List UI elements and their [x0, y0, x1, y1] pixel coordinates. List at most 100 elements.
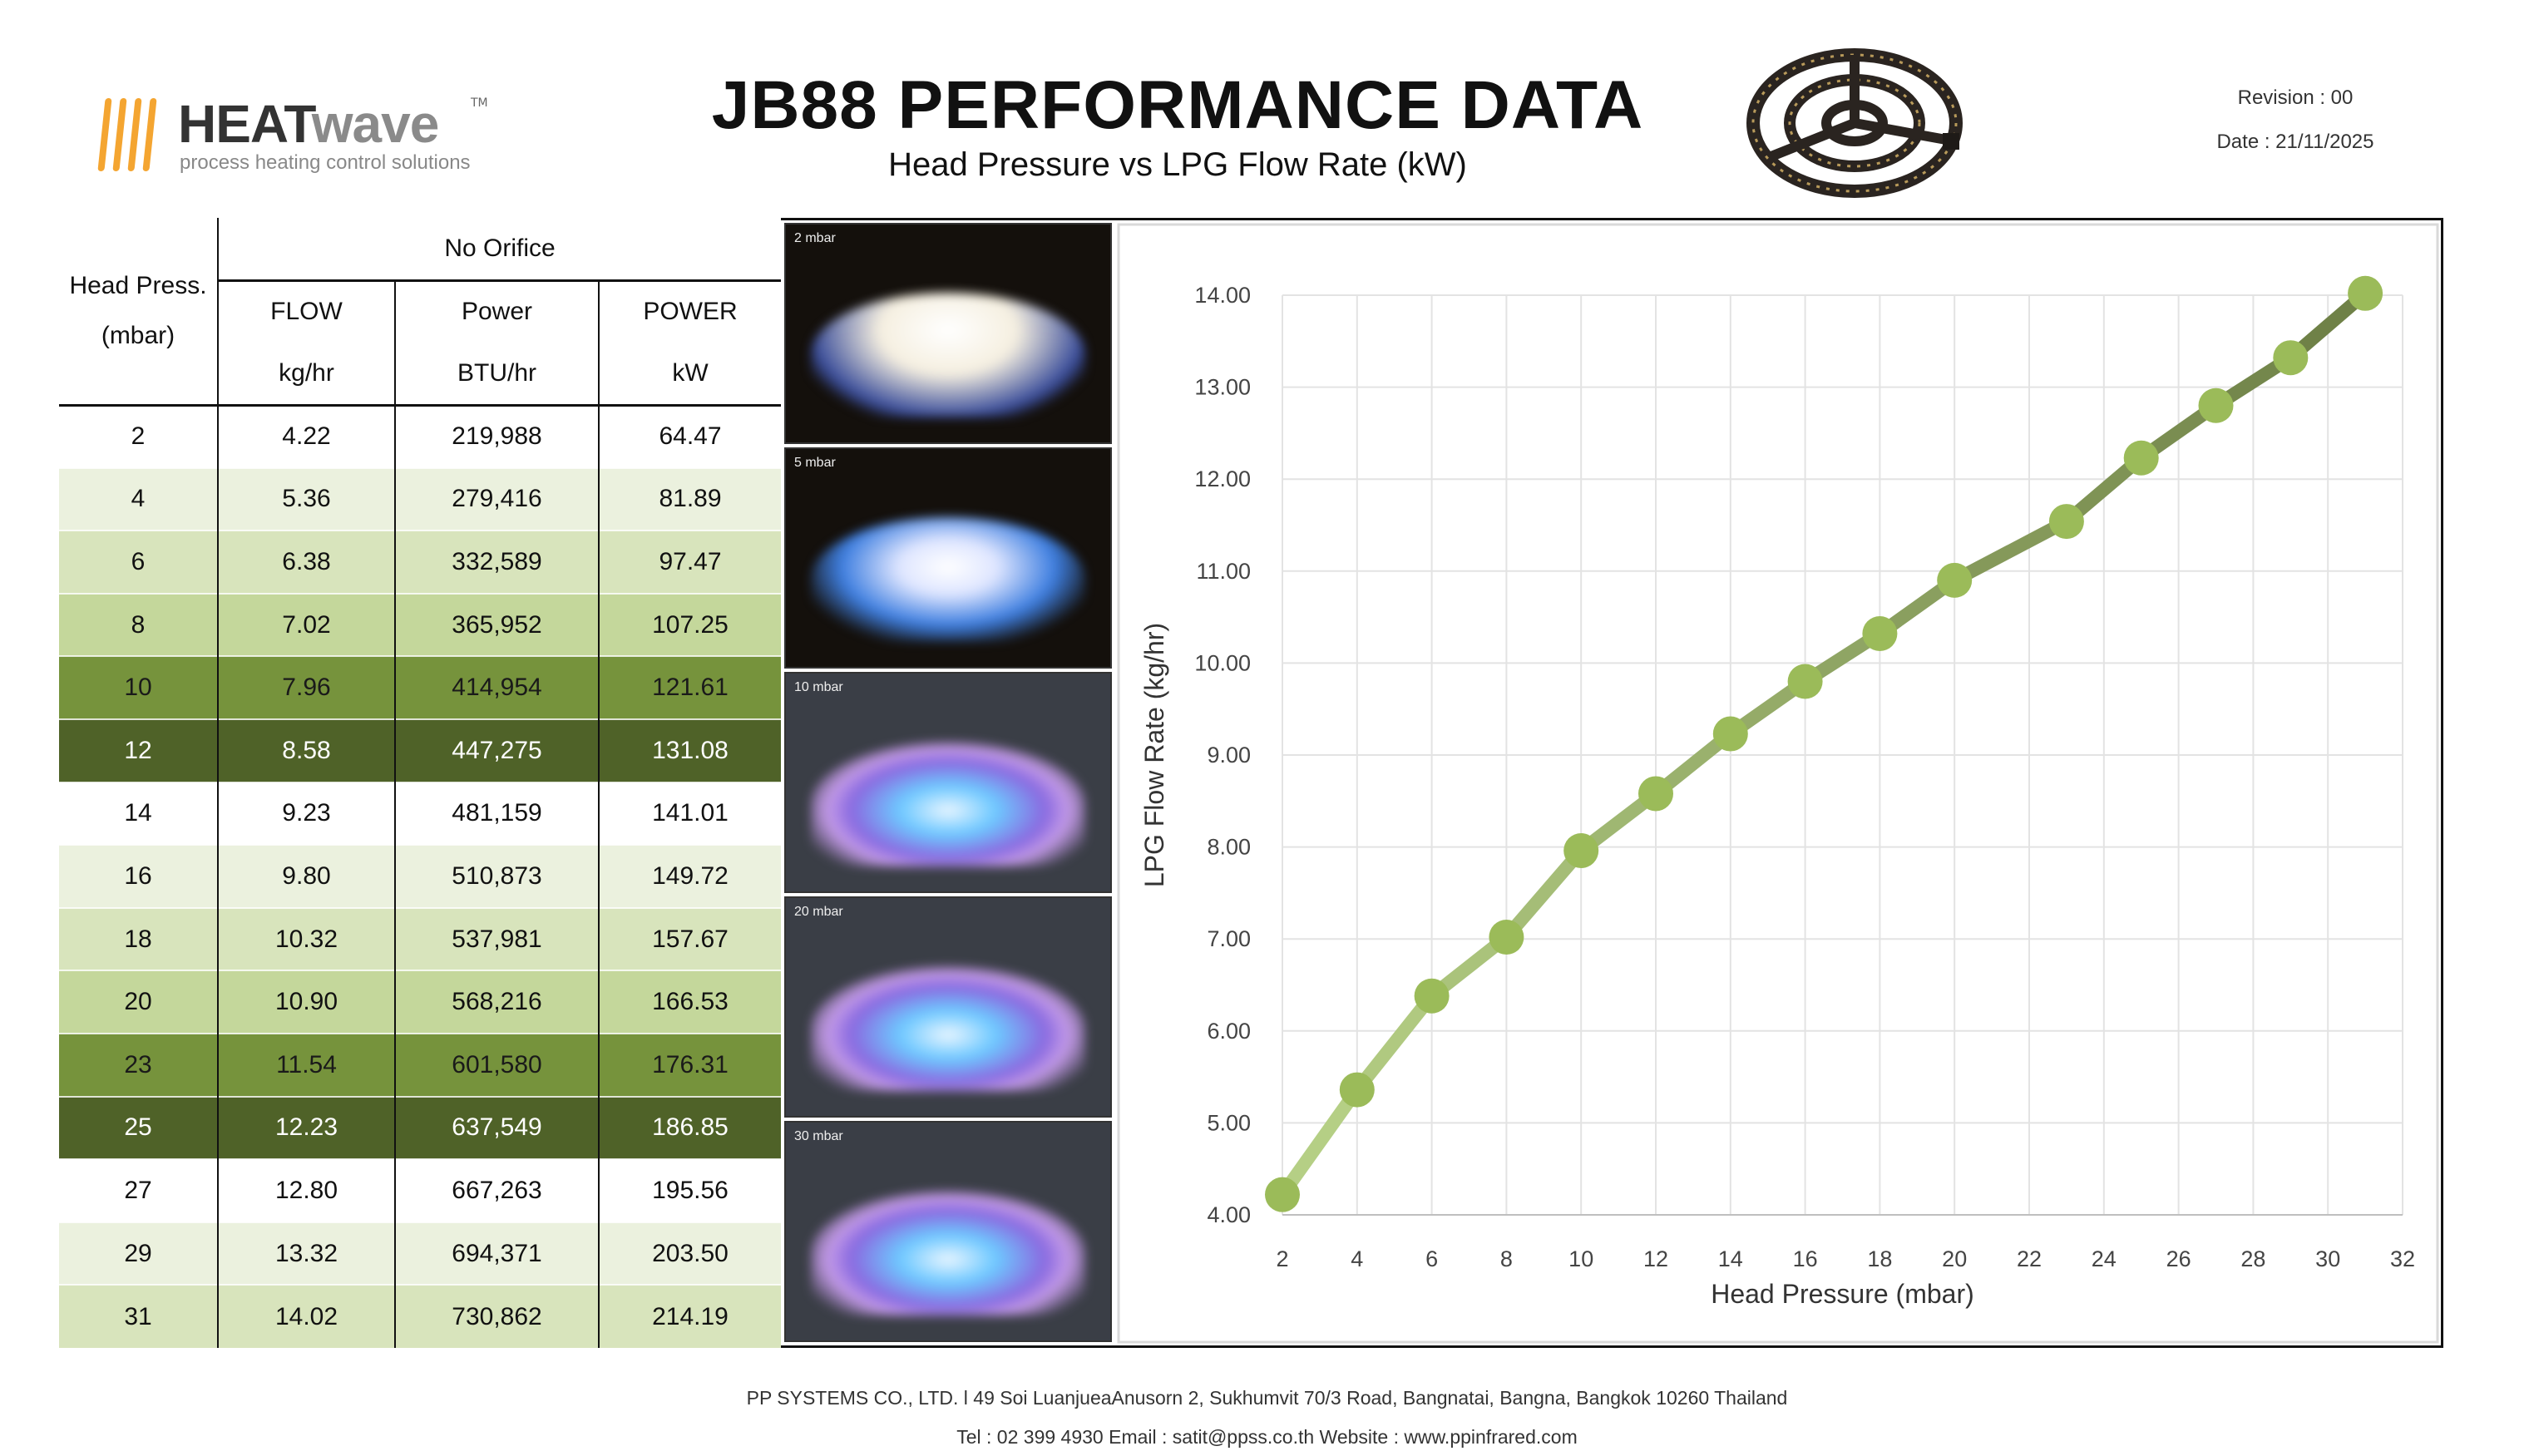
x-tick-label: 20 — [1942, 1246, 1967, 1271]
table-row: 31 14.02 730,862 214.19 — [59, 1284, 781, 1348]
power-kw-cell: 157.67 — [598, 906, 781, 971]
flame-photo-label: 20 mbar — [794, 905, 843, 919]
series-segment — [1499, 844, 1588, 944]
x-tick-label: 32 — [2390, 1246, 2415, 1271]
x-tick-label: 24 — [2092, 1246, 2117, 1271]
flow-cell: 10.90 — [217, 970, 395, 1034]
y-tick-label: 10.00 — [1194, 650, 1251, 675]
flow-chart: 4.00 5.00 6.00 7.00 8.00 9.00 10.00 11.00 12.00 1… — [1117, 223, 2439, 1344]
series-segment — [1350, 989, 1439, 1097]
y-tick-label: 13.00 — [1194, 375, 1251, 400]
power-btu-cell: 568,216 — [394, 970, 599, 1034]
y-tick-label: 9.00 — [1207, 743, 1251, 767]
page-title: JB88 PERFORMANCE DATA — [711, 67, 1644, 143]
x-tick-label: 14 — [1718, 1246, 1743, 1271]
flame-icon — [811, 517, 1085, 642]
data-point — [2348, 275, 2383, 311]
date: Date : 21/11/2025 — [2216, 131, 2374, 153]
x-tick-label: 28 — [2240, 1246, 2265, 1271]
head-pressure-cell: 4 — [59, 466, 218, 531]
power-kw-cell: 64.47 — [598, 405, 781, 468]
flame-photo: 30 mbar — [784, 1121, 1112, 1342]
x-tick-label: 22 — [2017, 1246, 2042, 1271]
data-point — [1265, 1177, 1300, 1212]
flow-cell: 10.32 — [217, 906, 395, 971]
y-tick-label: 8.00 — [1207, 835, 1251, 860]
head-pressure-cell: 12 — [59, 718, 218, 782]
heatwave-logo: HEATwave TM process heating control solu… — [97, 93, 514, 176]
burner-image — [1746, 48, 1963, 198]
data-point — [1712, 716, 1748, 752]
flow-header: FLOW — [217, 280, 395, 343]
power-btu-cell: 667,263 — [394, 1158, 599, 1222]
table-row: 25 12.23 637,549 186.85 — [59, 1095, 781, 1160]
head-pressure-cell: 25 — [59, 1095, 218, 1160]
flame-photo: 2 mbar — [784, 223, 1112, 444]
y-tick-label: 11.00 — [1196, 559, 1251, 584]
power-kw-cell: 176.31 — [598, 1032, 781, 1097]
logo-heat: HEAT — [178, 94, 313, 154]
table-row: 20 10.90 568,216 166.53 — [59, 970, 781, 1034]
flame-photo: 5 mbar — [784, 447, 1112, 669]
power-kw-cell: 166.53 — [598, 970, 781, 1034]
revision: Revision : 00 — [2237, 86, 2354, 109]
power-btu-unit: BTU/hr — [394, 343, 599, 405]
flow-cell: 5.36 — [217, 466, 395, 531]
data-point — [2273, 340, 2309, 376]
flame-photo-label: 10 mbar — [794, 680, 843, 694]
data-point — [1937, 562, 1973, 598]
flow-cell: 7.02 — [217, 592, 395, 657]
flow-cell: 12.23 — [217, 1095, 395, 1160]
page-subtitle: Head Pressure vs LPG Flow Rate (kW) — [888, 146, 1467, 183]
performance-table: Head Press. (mbar) No Orifice FLOW Power… — [59, 218, 781, 1348]
flow-cell: 13.32 — [217, 1221, 395, 1286]
flow-cell: 9.80 — [217, 844, 395, 908]
head-pressure-cell: 2 — [131, 422, 146, 451]
head-pressure-cell: 14 — [59, 781, 218, 846]
table-row: 27 12.80 667,263 195.56 — [59, 1158, 781, 1222]
table-row: 12 8.58 447,275 131.08 — [59, 718, 781, 782]
x-tick-label: 8 — [1500, 1246, 1513, 1271]
flame-photo-label: 2 mbar — [794, 231, 836, 245]
y-tick-label: 7.00 — [1207, 926, 1251, 951]
flow-cell: 6.38 — [217, 530, 395, 594]
y-tick-label: 6.00 — [1207, 1019, 1251, 1044]
data-point — [1489, 919, 1524, 955]
power-kw-header: POWER — [598, 280, 781, 343]
logo-tagline: process heating control solutions — [180, 151, 471, 174]
data-point — [2048, 504, 2084, 540]
data-point — [2123, 440, 2159, 476]
data-point — [2198, 387, 2234, 423]
y-tick-label: 4.00 — [1207, 1202, 1251, 1227]
head-pressure-cell: 18 — [59, 906, 218, 971]
power-btu-header: Power — [394, 280, 599, 343]
table-row: 16 9.80 510,873 149.72 — [59, 844, 781, 908]
power-btu-cell: 447,275 — [394, 718, 599, 782]
logo-trademark: TM — [471, 96, 488, 110]
head-pressure-cell: 31 — [59, 1284, 218, 1348]
head-pressure-cell: 8 — [59, 592, 218, 657]
data-point — [1787, 664, 1823, 699]
table-row: 18 10.32 537,981 157.67 — [59, 906, 781, 971]
y-tick-label: 5.00 — [1207, 1110, 1251, 1135]
y-tick-label: 14.00 — [1194, 283, 1251, 308]
power-btu-cell: 510,873 — [394, 844, 599, 908]
power-btu-cell: 279,416 — [394, 466, 599, 531]
x-tick-label: 2 — [1276, 1246, 1288, 1271]
flame-icon — [811, 966, 1085, 1091]
head-press-header: Head Press. (mbar) — [59, 218, 218, 405]
data-point — [1339, 1072, 1375, 1108]
head-pressure-cell: 23 — [59, 1032, 218, 1097]
flow-cell: 7.96 — [217, 655, 395, 719]
power-kw-unit: kW — [598, 343, 781, 405]
logo-flame-bars-icon — [97, 98, 165, 173]
flow-unit: kg/hr — [217, 343, 395, 405]
power-kw-cell: 131.08 — [598, 718, 781, 782]
series-segment — [1948, 515, 2073, 587]
power-kw-cell: 203.50 — [598, 1221, 781, 1286]
flame-icon — [811, 742, 1085, 866]
power-kw-cell: 141.01 — [598, 781, 781, 846]
x-tick-label: 18 — [1867, 1246, 1892, 1271]
no-orifice-header: No Orifice — [217, 218, 781, 282]
power-btu-cell: 694,371 — [394, 1221, 599, 1286]
